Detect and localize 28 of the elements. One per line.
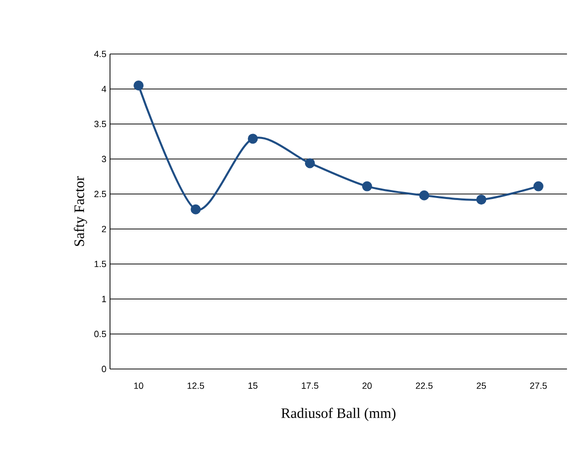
x-tick-label: 27.5 (530, 382, 547, 389)
y-tick-label: 4.5 (94, 50, 106, 58)
y-tick-label: 1.5 (94, 260, 106, 268)
point (248, 134, 258, 144)
y-tick-label: 1 (102, 296, 106, 302)
point (190, 204, 201, 214)
x-tick-label: 17.5 (302, 382, 318, 389)
x-tick-label: 22.5 (416, 382, 433, 389)
point (304, 158, 315, 168)
y-tick-label: 3.5 (94, 120, 106, 128)
y-tick-label: 0.5 (94, 330, 106, 338)
x-tick-label: 25 (476, 382, 486, 389)
y-tick-label: 3 (102, 156, 106, 162)
y-tick-label: 4 (102, 86, 106, 92)
point (134, 80, 144, 90)
x-tick-label: 10 (134, 382, 144, 389)
x-tick-label: 15 (248, 382, 258, 389)
x-tick-label: 12.5 (188, 382, 204, 389)
y-tick-label: 0 (102, 366, 106, 372)
y-tick-label: 2 (102, 226, 106, 232)
y-axis-title: Safty Factor (74, 176, 88, 246)
y-tick-label: 2.5 (94, 190, 106, 198)
x-axis-title: Radiusof Ball (mm) (281, 408, 396, 421)
point (362, 181, 372, 192)
point (533, 181, 544, 192)
point (419, 190, 430, 200)
point (476, 194, 486, 205)
x-tick-label: 20 (362, 382, 372, 389)
